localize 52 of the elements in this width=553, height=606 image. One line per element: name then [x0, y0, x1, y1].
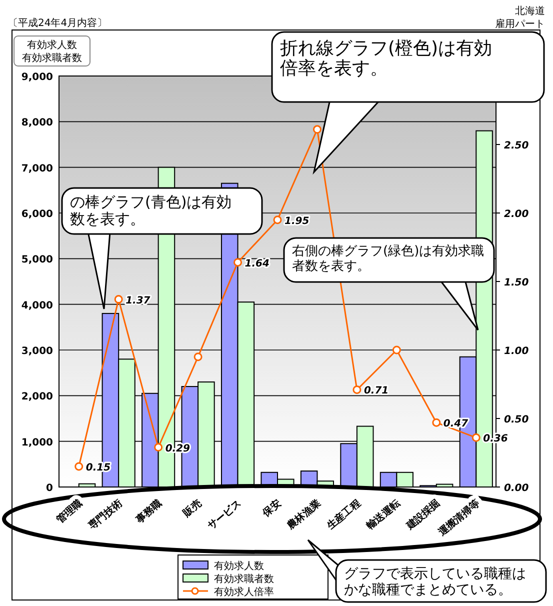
x-tick-label: 輸送運転 [363, 497, 403, 533]
callout: グラフで表示している職種はかな職種でまとめている。 [307, 539, 547, 603]
y2-tick-label: 0.50 [504, 414, 529, 426]
y-tick-label: 1,000 [21, 437, 54, 448]
data-label: 0.71 [364, 386, 389, 397]
y-axis-title: 有効求人数有効求職者数 [22, 39, 82, 64]
x-tick-label: 販売 [180, 497, 204, 520]
y-tick-label: 3,000 [21, 346, 54, 357]
point [74, 462, 84, 471]
legend-label: 有効求職者数 [214, 573, 274, 585]
legend-label: 有効求人倍率 [214, 586, 274, 598]
y2-tick-label: 0.00 [504, 483, 529, 494]
point [194, 352, 202, 362]
x-tick-label: サービス [205, 497, 244, 532]
point [273, 216, 282, 224]
data-label: 1.37 [126, 295, 150, 306]
point [392, 346, 401, 354]
annotation: の棒グラフ(青色)は有効数を表す。 [70, 193, 232, 228]
y-tick-label: 5,000 [21, 254, 54, 266]
text: 北海道 [515, 5, 545, 17]
data-label: 1.95 [284, 216, 310, 227]
y-tick-label: 2,000 [21, 392, 54, 403]
point [312, 125, 322, 134]
y-tick-label: 6,000 [21, 209, 54, 220]
annotation: 右側の棒グラフ(緑色)は有効求職者数を表す。 [292, 244, 484, 274]
point [154, 443, 163, 452]
point [114, 295, 123, 304]
point [432, 418, 441, 427]
text: 雇用パート [495, 18, 545, 30]
y-tick-label: 0 [46, 483, 54, 494]
y-tick-label: 4,000 [21, 300, 54, 312]
y2-tick-label: 2.50 [504, 140, 529, 152]
y2-tick-label: 1.50 [504, 278, 529, 288]
point [234, 258, 242, 267]
chart-title: 〔平成24年4月内容〕 [8, 17, 108, 29]
x-tick-label: 事務職 [132, 497, 164, 526]
y2-tick-label: 2.00 [504, 209, 529, 220]
x-tick-label: 生産工程 [324, 497, 363, 533]
y-tick-label: 9,000 [21, 72, 54, 83]
x-tick-label: 専門技術 [85, 497, 125, 533]
x-tick-label: 管理職 [53, 497, 85, 526]
point [472, 433, 480, 442]
x-tick-label: 保安 [260, 497, 284, 520]
y2-tick-label: 1.00 [504, 346, 529, 357]
y-tick-label: 8,000 [21, 118, 54, 129]
y-tick-label: 7,000 [21, 163, 54, 174]
data-label: 1.64 [244, 258, 270, 270]
x-tick-label: 農林漁業 [284, 497, 324, 533]
callout: 右側の棒グラフ(緑色)は有効求職者数を表す。 [283, 237, 495, 331]
annotation: 折れ線グラフ(橙色)は有効倍率を表す。 [280, 38, 492, 79]
point [352, 385, 362, 394]
legend-label: 有効求人数 [214, 560, 264, 572]
